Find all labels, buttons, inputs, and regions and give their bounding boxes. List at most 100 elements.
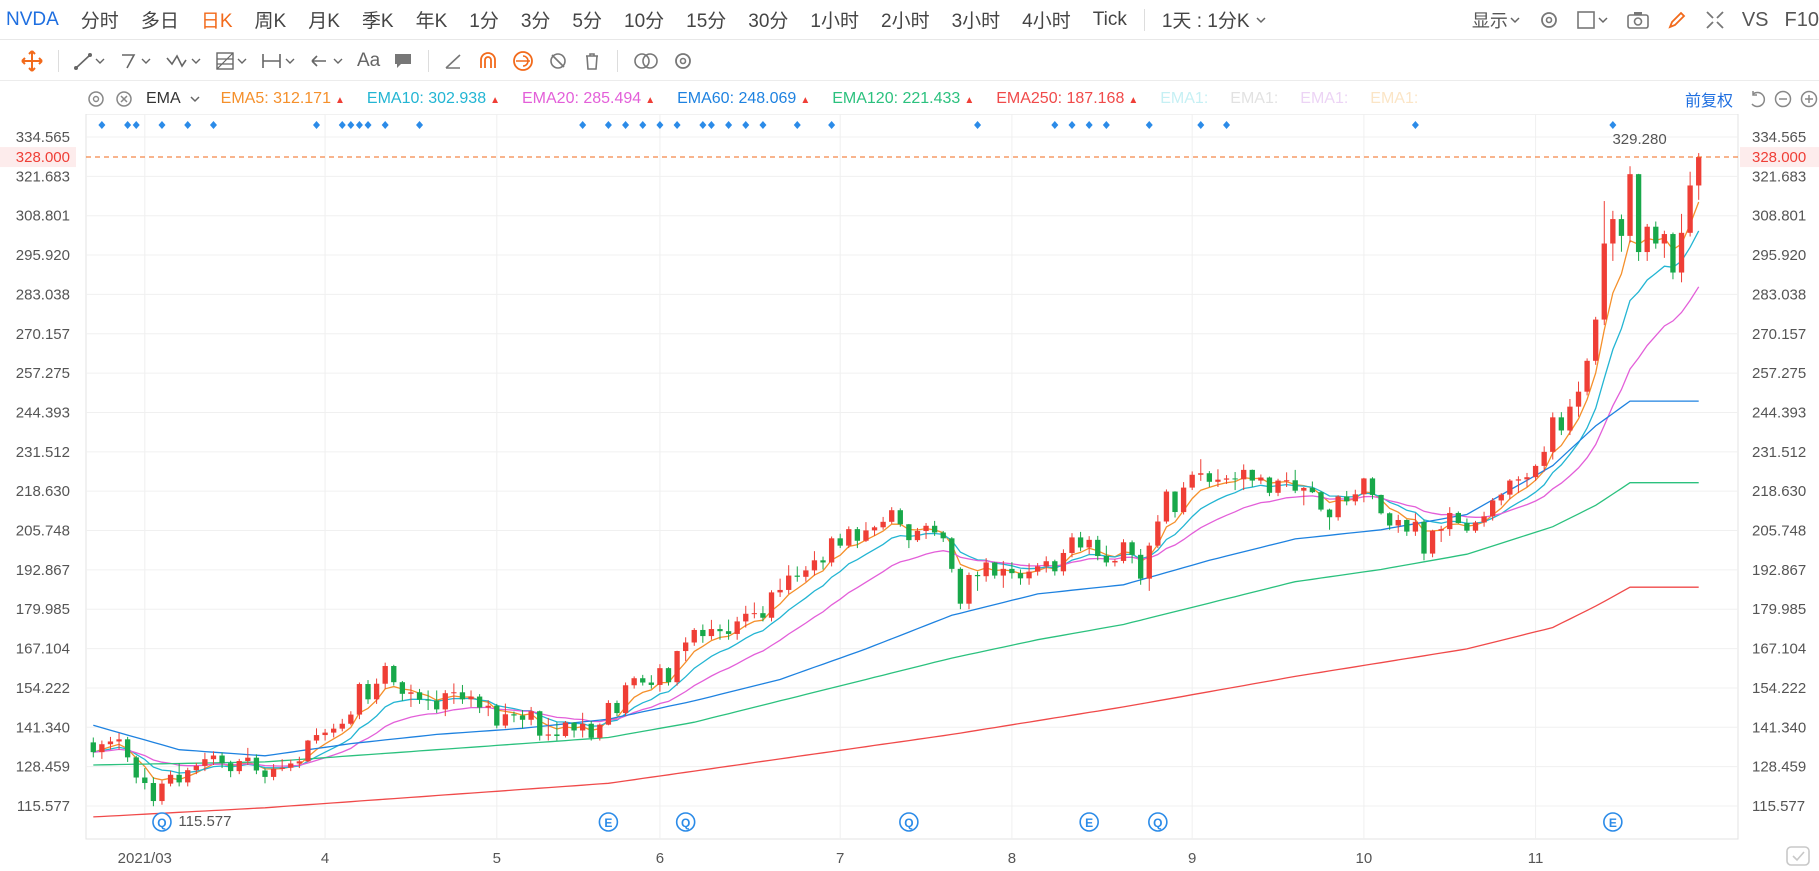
date-tick: 10: [1356, 850, 1373, 867]
candle: [356, 682, 363, 720]
ruler-angle-icon[interactable]: [443, 50, 465, 72]
date-tick: 5: [493, 850, 501, 867]
diamond-marker: [98, 121, 106, 129]
candle-body: [992, 562, 998, 576]
f10-button[interactable]: F10: [1784, 8, 1819, 31]
trend-line-icon[interactable]: [73, 50, 107, 72]
timeframe-tab[interactable]: 30分: [748, 11, 789, 32]
candle-body: [1163, 491, 1170, 522]
timeframe-tab[interactable]: 1小时: [810, 11, 859, 32]
trash-icon[interactable]: [581, 50, 603, 72]
timeframe-tab[interactable]: 4小时: [1022, 11, 1071, 32]
candle: [159, 780, 165, 805]
hide-drawings-icon[interactable]: [547, 50, 569, 72]
diamond-marker: [381, 121, 389, 129]
candle-body: [648, 682, 654, 685]
camera-icon[interactable]: [1626, 9, 1650, 31]
indicator-settings-icon[interactable]: [86, 89, 106, 109]
fibonacci-icon[interactable]: [215, 50, 249, 72]
fullscreen-icon[interactable]: [1704, 9, 1726, 31]
undo-icon[interactable]: [1747, 89, 1767, 109]
display-menu[interactable]: 显示: [1472, 7, 1522, 33]
price-tick-right: 270.157: [1752, 326, 1806, 343]
price-axis: 334.565 334.565 321.683 321.683 308.801 308.8…: [16, 129, 1806, 815]
text-tool-icon[interactable]: Aa: [357, 49, 381, 71]
candle: [631, 676, 637, 689]
timeframe-tab[interactable]: 日K: [200, 11, 233, 32]
candle: [476, 694, 483, 714]
candle-body: [236, 761, 242, 772]
diamond-marker: [338, 121, 346, 129]
candlestick-chart[interactable]: Q E Q Q E Q E 334.565 334.565 321.683 321.683 308.…: [0, 114, 1819, 871]
candle-body: [1601, 243, 1607, 320]
zoom-in-icon[interactable]: [1799, 89, 1819, 109]
timeframe-tab[interactable]: 分时: [80, 11, 119, 32]
polyline-icon[interactable]: [119, 50, 153, 72]
timeframe-tab[interactable]: 5分: [572, 11, 602, 32]
last-price-box-left: [0, 147, 76, 168]
indicator-select[interactable]: EMA: [146, 90, 203, 108]
candle: [348, 711, 354, 726]
event-marker-q: Q: [152, 812, 172, 832]
diamond-marker: [699, 121, 707, 129]
candle-body: [940, 532, 946, 539]
candle-body: [1301, 487, 1307, 491]
vs-button[interactable]: VS: [1741, 8, 1769, 31]
event-marker-circle: [1603, 812, 1623, 832]
timeframe-tab[interactable]: 10分: [624, 11, 665, 32]
timeframe-tab[interactable]: 15分: [686, 11, 727, 32]
candle: [1138, 549, 1144, 585]
candle: [803, 566, 809, 582]
candle-body: [502, 714, 509, 726]
layout-square-icon[interactable]: [1576, 9, 1610, 31]
lock-drawings-icon[interactable]: [511, 49, 535, 73]
candle: [150, 777, 157, 807]
pencil-draw-icon[interactable]: [1666, 9, 1688, 31]
ema-legend-item: EMA5: 312.171 ▲: [221, 90, 345, 108]
candle: [889, 507, 895, 524]
overlay-compare-icon[interactable]: [632, 50, 660, 72]
timeframe-tab[interactable]: 多日: [140, 11, 179, 32]
period-select[interactable]: 1天 : 1分K: [1151, 6, 1279, 33]
candle-body: [683, 642, 689, 652]
timeframe-tab[interactable]: 月K: [308, 11, 340, 32]
candle: [537, 710, 543, 741]
measure-range-icon[interactable]: [261, 50, 297, 72]
timeframe-tab[interactable]: 1分: [469, 11, 499, 32]
timeframe-tab[interactable]: Tick: [1092, 8, 1127, 30]
wave-icon[interactable]: [165, 50, 203, 72]
toolbar-settings-icon[interactable]: [672, 50, 694, 72]
timeframe-tab[interactable]: 3分: [520, 11, 551, 32]
magnet-icon[interactable]: [477, 50, 499, 72]
timeframe-tab[interactable]: 周K: [254, 11, 287, 32]
candle-body: [1481, 516, 1487, 523]
adjust-mode-label[interactable]: 前复权: [1684, 93, 1733, 110]
zoom-out-icon[interactable]: [1773, 89, 1793, 109]
candle-body: [511, 714, 517, 716]
arrow-left-icon[interactable]: [309, 50, 345, 72]
diamond-marker: [622, 121, 630, 129]
timeframe-tab[interactable]: 年K: [415, 11, 448, 32]
symbol-label[interactable]: NVDA: [6, 8, 59, 30]
candle-body: [1155, 521, 1161, 546]
candle: [974, 571, 981, 591]
candle: [262, 768, 268, 784]
indicator-close-icon[interactable]: [114, 89, 134, 109]
candle: [700, 624, 706, 643]
candle-body: [605, 702, 612, 725]
candle-body: [1490, 500, 1496, 517]
move-crosshair-icon[interactable]: [20, 49, 44, 73]
comment-bubble-icon[interactable]: [392, 50, 414, 72]
candle-body: [494, 705, 500, 726]
price-tick-right: 154.222: [1752, 680, 1806, 697]
candle-body: [468, 696, 474, 700]
timeframe-tab[interactable]: 2小时: [881, 11, 930, 32]
timeframe-tab[interactable]: 3小时: [951, 11, 1001, 32]
candle-body: [476, 696, 483, 708]
settings-gear-icon[interactable]: [1538, 9, 1560, 31]
up-triangle-icon: ▲: [645, 95, 656, 106]
candle-body: [1077, 537, 1084, 548]
timeframe-tab[interactable]: 季K: [361, 11, 394, 32]
candle: [1309, 481, 1316, 494]
candle-body: [700, 629, 706, 637]
